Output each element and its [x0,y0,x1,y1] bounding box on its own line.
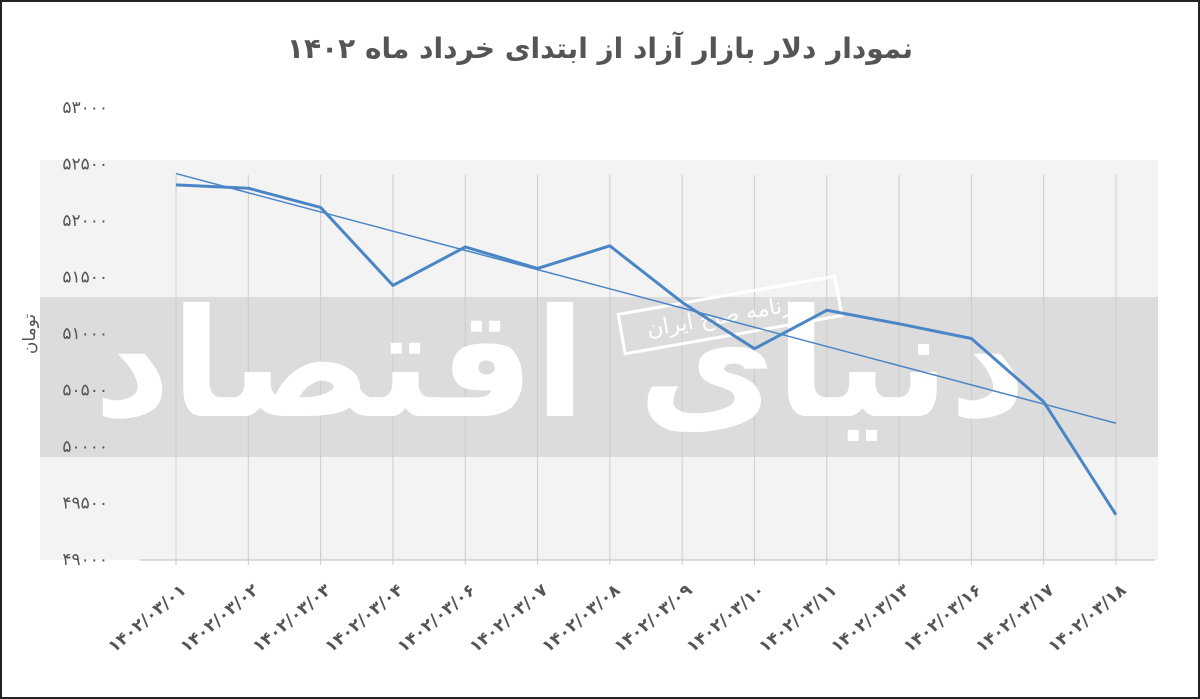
y-tick-label: ۵۲۰۰۰ [62,211,108,231]
y-tick-label: ۴۹۵۰۰ [62,494,108,514]
y-tick-label: ۴۹۰۰۰ [62,550,108,570]
y-tick-label: ۵۱۰۰۰ [62,324,108,344]
y-tick-label: ۵۳۰۰۰ [62,98,108,118]
grid [140,175,1155,565]
trend-line [175,172,1117,424]
line [175,183,1118,516]
y-axis-label: تومان [20,314,40,355]
y-tick-label: ۵۱۵۰۰ [62,268,108,288]
y-tick-label: ۵۰۵۰۰ [62,381,108,401]
chart-title: نمودار دلار بازار آزاد از ابتدای خرداد م… [287,31,913,65]
y-tick-label: ۵۲۵۰۰ [62,155,108,175]
y-tick-label: ۵۰۰۰۰ [62,437,108,457]
watermark-logo: دنیای اقتصاد [94,278,1027,452]
